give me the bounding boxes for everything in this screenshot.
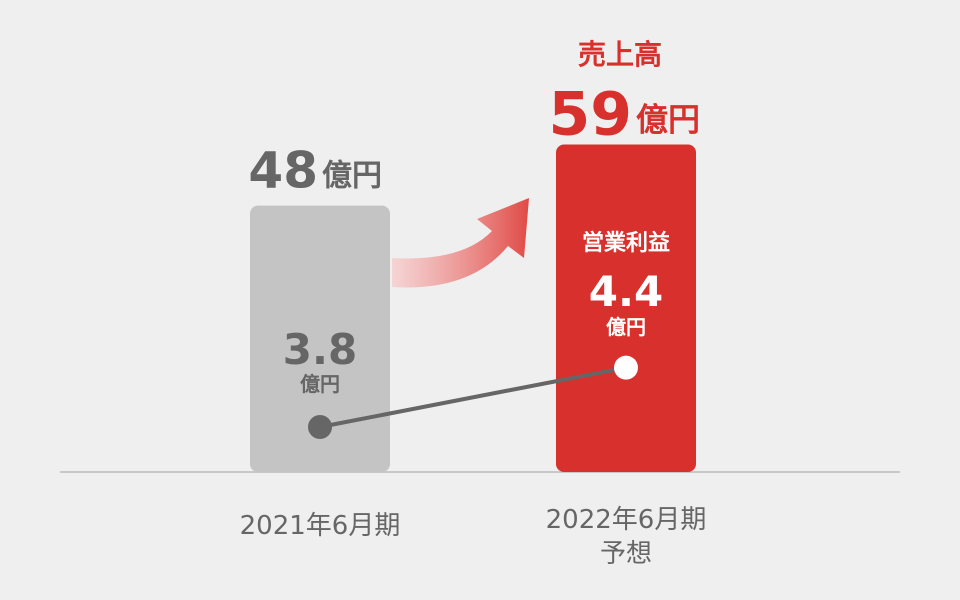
bar-2022 xyxy=(556,144,696,473)
profit-unit-2021: 億円 xyxy=(300,372,340,396)
profit-unit-2022: 億円 xyxy=(606,315,646,339)
category-label-line: 予想 xyxy=(600,539,652,569)
profit-point-2022 xyxy=(614,355,638,380)
sales-value-2022: 59 xyxy=(549,80,633,150)
sales-title: 売上高 xyxy=(578,38,662,71)
sales-unit-2022: 億円 xyxy=(636,101,700,139)
profit-value-2022: 4.4 xyxy=(589,267,663,316)
category-label-2022: 2022年6月期予想 xyxy=(546,505,707,569)
profit-value-2021: 3.8 xyxy=(283,325,357,374)
category-label-line: 2022年6月期 xyxy=(546,505,707,535)
profit-point-2021 xyxy=(308,415,332,439)
profit-line xyxy=(319,365,627,429)
profit-title: 営業利益 xyxy=(582,230,670,256)
category-label-2021: 2021年6月期 xyxy=(240,511,401,541)
growth-arrow-icon xyxy=(392,198,529,288)
sales-unit-2021: 億円 xyxy=(322,159,382,194)
bar-2021 xyxy=(250,205,390,472)
sales-value-2021: 48 xyxy=(248,142,318,200)
category-label-line: 2021年6月期 xyxy=(240,511,401,541)
